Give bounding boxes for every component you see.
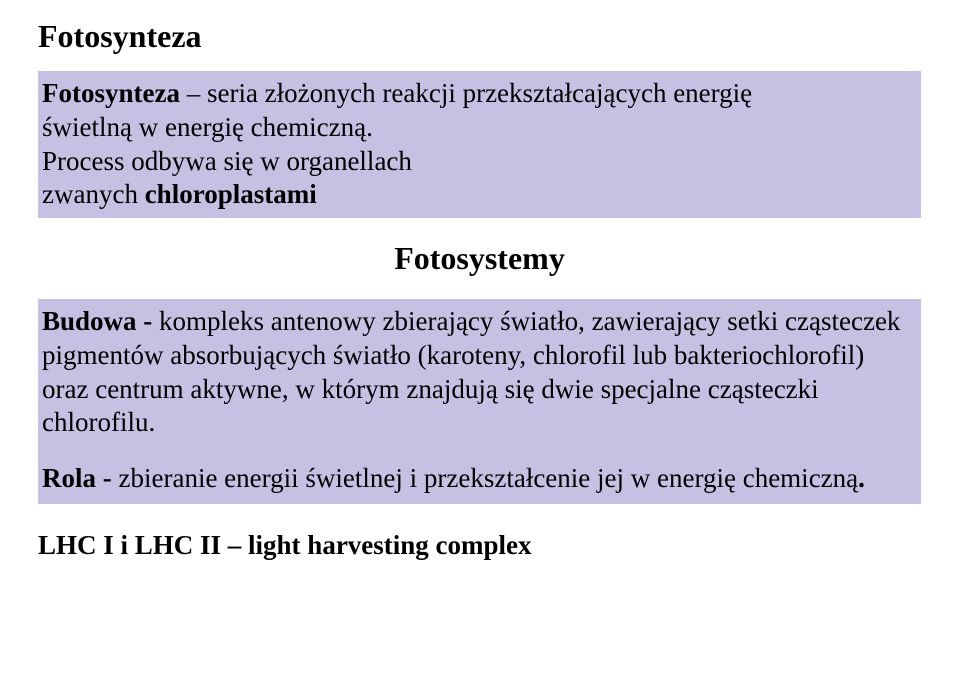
body-p1-lead: Budowa -	[42, 306, 159, 336]
body-p2-text: zbieranie energii świetlnej i przekształ…	[119, 463, 859, 493]
intro-line-1: Fotosynteza – seria złożonych reakcji pr…	[42, 77, 915, 111]
body-paragraph-1: Budowa - kompleks antenowy zbierający św…	[42, 305, 915, 440]
body-p1-text: kompleks antenowy zbierający światło, za…	[42, 306, 900, 437]
intro-block: Fotosynteza – seria złożonych reakcji pr…	[38, 71, 921, 218]
body-block: Budowa - kompleks antenowy zbierający św…	[38, 299, 921, 504]
slide-page: Fotosynteza Fotosynteza – seria złożonyc…	[0, 0, 959, 696]
footer-line: LHC I i LHC II – light harvesting comple…	[38, 530, 921, 561]
section-subheading: Fotosystemy	[38, 240, 921, 277]
body-p2-dot: .	[858, 463, 865, 493]
intro-text-1: – seria złożonych reakcji przekształcają…	[180, 78, 752, 108]
body-paragraph-2: Rola - zbieranie energii świetlnej i prz…	[42, 462, 915, 496]
intro-line-4: zwanych chloroplastami	[42, 178, 915, 212]
intro-line-3: Process odbywa się w organellach	[42, 145, 915, 179]
intro-text-4a: zwanych	[42, 179, 145, 209]
intro-term: Fotosynteza	[42, 78, 180, 108]
body-p2-lead: Rola -	[42, 463, 119, 493]
intro-line-2: świetlną w energię chemiczną.	[42, 111, 915, 145]
page-title: Fotosynteza	[38, 18, 921, 55]
intro-term-2: chloroplastami	[145, 179, 317, 209]
